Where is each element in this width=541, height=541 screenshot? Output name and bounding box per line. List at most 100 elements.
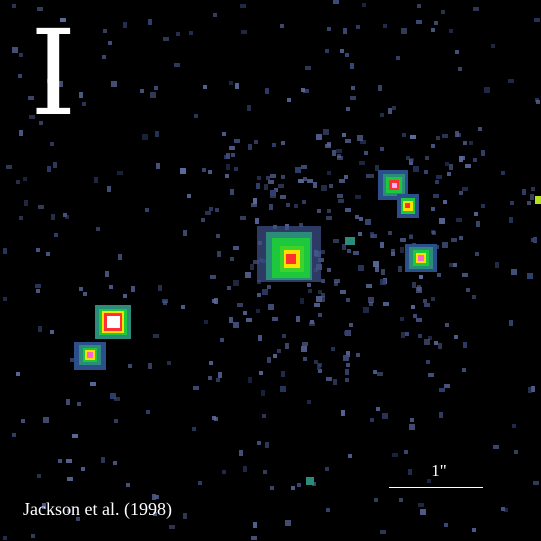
noise-pixel xyxy=(366,284,372,288)
noise-pixel xyxy=(273,354,277,358)
noise-pixel xyxy=(359,161,365,165)
noise-pixel xyxy=(359,217,363,221)
noise-pixel xyxy=(268,180,274,184)
noise-pixel xyxy=(251,536,257,540)
noise-pixel xyxy=(36,248,40,252)
noise-pixel xyxy=(334,282,338,286)
noise-pixel xyxy=(36,289,40,293)
noise-pixel xyxy=(449,29,453,33)
noise-pixel xyxy=(358,265,364,271)
noise-pixel xyxy=(233,280,239,286)
noise-pixel xyxy=(254,140,258,144)
noise-pixel xyxy=(264,184,268,190)
noise-pixel xyxy=(251,203,257,207)
faint-source xyxy=(306,477,314,485)
noise-pixel xyxy=(383,24,387,28)
noise-pixel xyxy=(247,105,251,111)
noise-pixel xyxy=(325,467,329,471)
noise-pixel xyxy=(148,363,152,369)
noise-pixel xyxy=(533,481,539,485)
noise-pixel xyxy=(424,339,430,345)
noise-pixel xyxy=(281,141,285,145)
noise-pixel xyxy=(314,303,320,307)
noise-pixel xyxy=(285,343,289,349)
noise-pixel xyxy=(437,273,441,277)
noise-pixel xyxy=(400,247,404,253)
noise-pixel xyxy=(174,63,180,67)
noise-pixel xyxy=(342,244,346,250)
noise-pixel xyxy=(297,483,301,487)
noise-pixel xyxy=(365,219,371,225)
noise-pixel xyxy=(363,307,369,313)
noise-pixel xyxy=(317,364,321,370)
noise-pixel xyxy=(294,204,298,208)
noise-pixel xyxy=(375,266,379,272)
noise-pixel xyxy=(473,158,477,162)
noise-pixel xyxy=(281,175,285,179)
noise-pixel xyxy=(327,268,331,272)
noise-pixel xyxy=(111,81,117,87)
noise-pixel xyxy=(305,66,311,70)
noise-pixel xyxy=(463,141,467,145)
noise-pixel xyxy=(439,412,443,418)
noise-pixel xyxy=(240,4,246,8)
scale-bar-label: 1" xyxy=(431,461,447,480)
noise-pixel xyxy=(344,175,348,179)
noise-pixel xyxy=(302,342,308,346)
noise-pixel xyxy=(362,3,366,7)
noise-pixel xyxy=(156,163,160,169)
noise-pixel xyxy=(416,20,422,24)
noise-pixel xyxy=(209,361,213,365)
noise-pixel xyxy=(453,263,457,267)
noise-pixel xyxy=(466,288,470,292)
noise-pixel xyxy=(444,384,450,388)
noise-pixel xyxy=(504,508,508,512)
noise-pixel xyxy=(313,182,317,188)
noise-pixel xyxy=(418,334,422,338)
noise-pixel xyxy=(213,13,217,17)
lensed-image-e xyxy=(405,244,437,272)
noise-pixel xyxy=(286,203,290,207)
noise-pixel xyxy=(301,165,307,169)
noise-pixel xyxy=(392,453,398,457)
noise-pixel xyxy=(46,252,50,256)
noise-pixel xyxy=(331,347,335,351)
noise-pixel xyxy=(345,53,349,57)
noise-pixel xyxy=(258,335,262,341)
noise-pixel xyxy=(317,209,321,213)
noise-pixel xyxy=(336,149,342,153)
noise-pixel xyxy=(325,49,329,53)
noise-pixel xyxy=(404,450,408,454)
noise-pixel xyxy=(459,236,463,240)
noise-pixel xyxy=(94,177,98,183)
noise-pixel xyxy=(339,179,345,183)
noise-pixel xyxy=(19,130,23,136)
noise-pixel xyxy=(218,372,222,378)
noise-pixel xyxy=(343,355,349,361)
noise-pixel xyxy=(316,296,322,302)
noise-pixel xyxy=(266,176,270,180)
noise-pixel xyxy=(256,183,260,189)
noise-pixel xyxy=(449,164,453,170)
noise-pixel xyxy=(303,357,307,361)
noise-pixel xyxy=(380,242,384,248)
noise-pixel xyxy=(373,261,379,267)
noise-pixel xyxy=(209,207,213,211)
noise-pixel xyxy=(231,153,235,157)
noise-pixel xyxy=(176,32,180,36)
noise-pixel xyxy=(374,498,378,502)
noise-pixel xyxy=(530,194,534,200)
noise-pixel xyxy=(208,170,212,174)
noise-pixel xyxy=(35,284,41,288)
noise-pixel xyxy=(427,479,431,483)
noise-pixel xyxy=(449,263,453,267)
noise-pixel xyxy=(405,332,409,336)
noise-pixel xyxy=(380,113,384,117)
noise-pixel xyxy=(434,21,438,25)
noise-pixel xyxy=(18,74,22,78)
noise-pixel xyxy=(484,87,490,93)
noise-pixel xyxy=(3,536,7,540)
lensed-image-a xyxy=(95,305,131,339)
noise-pixel xyxy=(428,336,432,340)
noise-pixel xyxy=(109,285,113,289)
